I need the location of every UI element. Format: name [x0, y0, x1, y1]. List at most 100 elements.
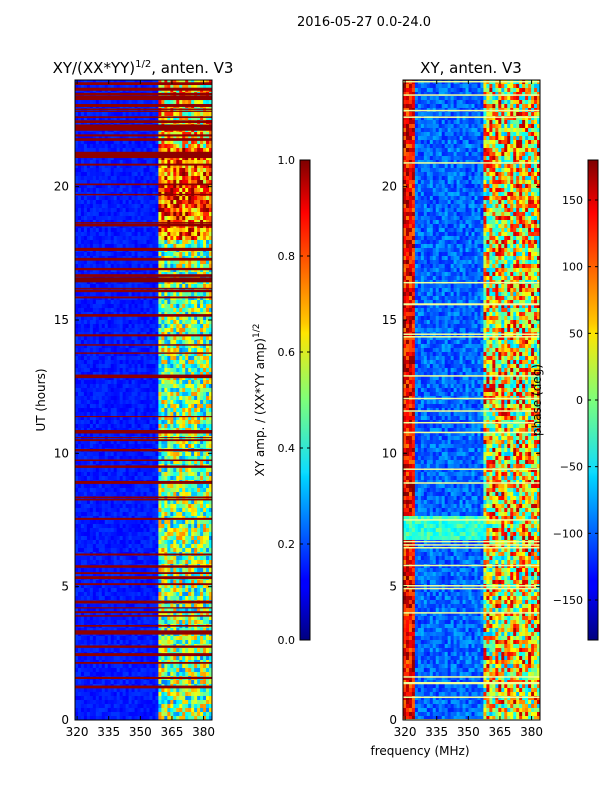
- heatmap-cell: [104, 500, 109, 505]
- heatmap-cell: [158, 144, 162, 149]
- heatmap-cell: [155, 216, 159, 221]
- heatmap-cell: [116, 84, 121, 89]
- heatmap-cell: [137, 444, 141, 449]
- heatmap-cell: [89, 144, 94, 149]
- heatmap-cell: [197, 212, 201, 217]
- heatmap-cell: [149, 132, 153, 137]
- heatmap-cell: [143, 472, 147, 477]
- heatmap-cell: [83, 132, 88, 137]
- heatmap-cell: [116, 184, 121, 189]
- heatmap-cell: [137, 380, 141, 385]
- heatmap-cell: [104, 396, 109, 401]
- heatmap-cell: [143, 328, 147, 333]
- heatmap-cell: [98, 304, 103, 309]
- heatmap-cell: [191, 168, 195, 173]
- heatmap-cell: [176, 232, 180, 237]
- heatmap-cell: [77, 188, 82, 193]
- heatmap-cell: [164, 156, 168, 161]
- heatmap-cell: [176, 384, 180, 389]
- heatmap-cell: [137, 264, 141, 269]
- heatmap-cell: [161, 360, 165, 365]
- heatmap-cell: [137, 228, 141, 233]
- heatmap-cell: [167, 240, 171, 245]
- heatmap-cell: [146, 352, 150, 357]
- heatmap-cell: [182, 252, 186, 257]
- heatmap-cell: [191, 156, 195, 161]
- heatmap-cell: [83, 212, 88, 217]
- heatmap-cell: [188, 164, 192, 169]
- heatmap-cell: [122, 424, 127, 429]
- heatmap-cell: [140, 132, 144, 137]
- heatmap-cell: [134, 424, 138, 429]
- heatmap-cell: [98, 228, 103, 233]
- heatmap-cell: [89, 440, 94, 445]
- heatmap-cell: [128, 240, 132, 245]
- heatmap-cell: [122, 300, 127, 305]
- heatmap-cell: [200, 476, 204, 481]
- heatmap-cell: [86, 172, 91, 177]
- heatmap-cell: [131, 284, 135, 289]
- heatmap-cell: [143, 460, 147, 465]
- heatmap-cell: [149, 484, 153, 489]
- heatmap-cell: [134, 452, 138, 457]
- heatmap-cell: [119, 324, 124, 329]
- heatmap-cell: [146, 164, 150, 169]
- heatmap-cell: [194, 440, 198, 445]
- heatmap-cell: [143, 500, 147, 505]
- heatmap-cell: [188, 80, 192, 85]
- heatmap-cell: [107, 188, 112, 193]
- heatmap-cell: [86, 264, 91, 269]
- heatmap-cell: [206, 472, 210, 477]
- heatmap-cell: [116, 484, 121, 489]
- heatmap-cell: [110, 188, 115, 193]
- heatmap-cell: [206, 432, 210, 437]
- heatmap-cell: [92, 324, 97, 329]
- heatmap-cell: [95, 108, 100, 113]
- heatmap-cell: [113, 356, 118, 361]
- heatmap-cell: [200, 376, 204, 381]
- heatmap-cell: [128, 332, 132, 337]
- heatmap-cell: [83, 420, 88, 425]
- heatmap-cell: [176, 332, 180, 337]
- heatmap-cell: [134, 360, 138, 365]
- heatmap-cell: [146, 80, 150, 85]
- heatmap-cell: [89, 488, 94, 493]
- heatmap-cell: [191, 332, 195, 337]
- heatmap-cell: [140, 380, 144, 385]
- heatmap-cell: [77, 80, 82, 85]
- heatmap-cell: [128, 320, 132, 325]
- heatmap-cell: [194, 456, 198, 461]
- heatmap-cell: [110, 504, 115, 509]
- heatmap-cell: [128, 232, 132, 237]
- heatmap-cell: [134, 364, 138, 369]
- heatmap-cell: [155, 452, 159, 457]
- heatmap-cell: [200, 320, 204, 325]
- heatmap-cell: [92, 196, 97, 201]
- heatmap-cell: [170, 332, 174, 337]
- heatmap-cell: [119, 344, 124, 349]
- heatmap-cell: [206, 204, 210, 209]
- heatmap-cell: [179, 404, 183, 409]
- heatmap-cell: [89, 108, 94, 113]
- heatmap-cell: [86, 212, 91, 217]
- heatmap-cell: [155, 160, 159, 165]
- heatmap-cell: [143, 304, 147, 309]
- heatmap-cell: [77, 420, 82, 425]
- heatmap-cell: [155, 336, 159, 341]
- heatmap-cell: [191, 292, 195, 297]
- heatmap-cell: [95, 368, 100, 373]
- heatmap-cell: [131, 144, 135, 149]
- heatmap-cell: [155, 140, 159, 145]
- heatmap-cell: [167, 264, 171, 269]
- heatmap-cell: [176, 84, 180, 89]
- heatmap-cell: [173, 412, 177, 417]
- heatmap-cell: [179, 200, 183, 205]
- heatmap-cell: [170, 416, 174, 421]
- heatmap-cell: [164, 204, 168, 209]
- heatmap-cell: [137, 440, 141, 445]
- heatmap-cell: [140, 444, 144, 449]
- heatmap-cell: [101, 156, 106, 161]
- heatmap-cell: [206, 452, 210, 457]
- heatmap-cell: [182, 368, 186, 373]
- heatmap-cell: [143, 408, 147, 413]
